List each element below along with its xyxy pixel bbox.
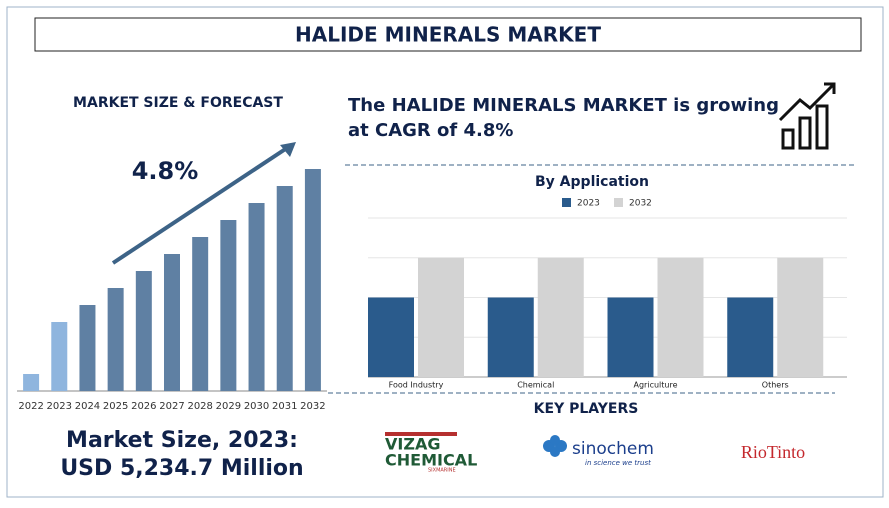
- x-tick-label: Chemical: [517, 381, 554, 390]
- chart-title: By Application: [535, 174, 649, 190]
- x-tick-label: 2027: [159, 401, 184, 412]
- market-value: USD 5,234.7 Million: [60, 456, 303, 481]
- x-tick-label: Food Industry: [389, 381, 444, 390]
- x-tick-label: 2022: [18, 401, 43, 412]
- logo: RioTinto: [741, 442, 805, 462]
- x-tick-label: 2031: [272, 401, 297, 412]
- logo: VIZAG: [385, 435, 440, 454]
- bar: [304, 169, 321, 391]
- bar: [164, 254, 180, 391]
- frame: [6, 6, 884, 498]
- x-tick-label: 2030: [244, 401, 269, 412]
- bar: [220, 220, 237, 391]
- x-tick-label: 2024: [75, 401, 100, 412]
- bar: [276, 186, 293, 391]
- logo: sinochem: [572, 439, 654, 459]
- x-tick-label: Others: [762, 381, 789, 390]
- growth-icon: [778, 82, 836, 150]
- x-tick-label: 2023: [47, 401, 72, 412]
- bar: [248, 203, 265, 391]
- logo-stripe: [385, 432, 457, 436]
- x-tick-label: Agriculture: [634, 381, 678, 390]
- trend-arrow: [111, 144, 292, 265]
- bar: [727, 297, 774, 377]
- headline: at CAGR of 4.8%: [348, 120, 513, 141]
- bar: [23, 374, 40, 391]
- headline: The HALIDE MINERALS MARKET is growing: [348, 95, 779, 116]
- logo-tagline: SIXMARINE: [428, 468, 456, 474]
- x-tick-label: 2025: [103, 401, 128, 412]
- bar: [135, 271, 152, 391]
- bar: [537, 257, 584, 377]
- x-tick-label: 2029: [216, 401, 241, 412]
- x-tick-label: 2028: [187, 401, 212, 412]
- annotation: 4.8%: [132, 157, 199, 185]
- bar: [107, 288, 124, 391]
- title-box: [34, 17, 862, 52]
- bar: [192, 237, 209, 391]
- bar: [51, 322, 68, 391]
- bar: [657, 257, 704, 377]
- legend-label: 2023: [577, 199, 600, 209]
- bar: [607, 297, 654, 377]
- legend-swatch: [614, 198, 623, 207]
- legend-swatch: [562, 198, 571, 207]
- logo-tagline: in science we trust: [585, 459, 651, 467]
- bar: [79, 305, 96, 391]
- bar: [418, 257, 464, 377]
- sinochem-icon: [543, 435, 567, 457]
- bar: [777, 257, 824, 377]
- legend-label: 2032: [629, 199, 652, 209]
- title: HALIDE MINERALS MARKET: [295, 23, 601, 47]
- bar: [368, 297, 414, 377]
- x-tick-label: 2026: [131, 401, 156, 412]
- arrow-head: [280, 142, 296, 157]
- x-tick-label: 2032: [300, 401, 325, 412]
- bar: [487, 297, 534, 377]
- market-size: Market Size, 2023:: [66, 428, 298, 453]
- logo: CHEMICAL: [385, 451, 477, 470]
- key-players-title: KEY PLAYERS: [534, 401, 639, 417]
- chart-title: MARKET SIZE & FORECAST: [73, 95, 283, 111]
